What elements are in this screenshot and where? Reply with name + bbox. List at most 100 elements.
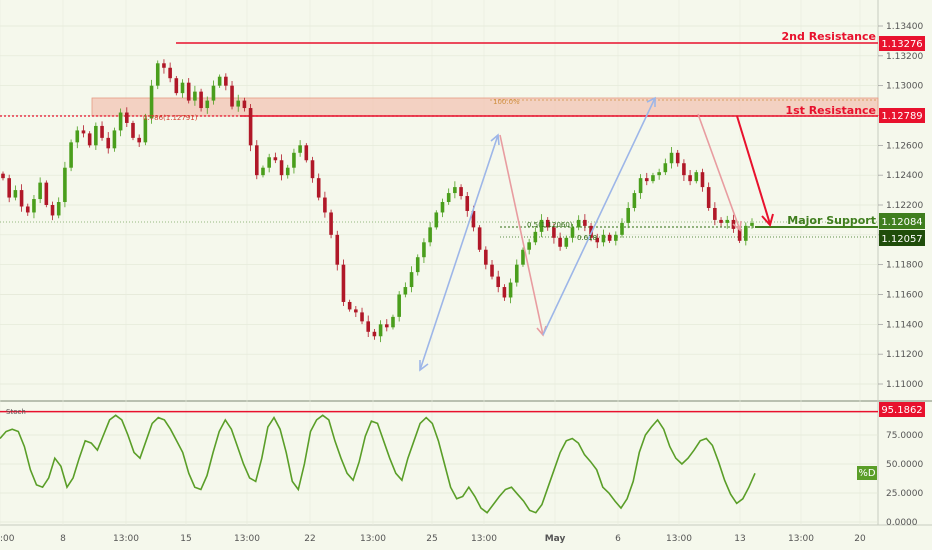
candle-body (632, 193, 637, 208)
candle-body (415, 257, 420, 273)
candle-body (267, 157, 271, 168)
candle-body (663, 163, 668, 173)
time-tick-label: 13:00 (234, 534, 260, 544)
candle-body (583, 219, 587, 226)
stoch-d-line[interactable] (0, 414, 756, 514)
time-tick-label: 13:00 (666, 534, 692, 544)
candle-body (292, 152, 296, 168)
candle-body (688, 175, 692, 182)
candle-body (211, 85, 216, 101)
second-resistance-label: 2nd Resistance (782, 30, 876, 43)
major-support-tag: 1.12084 (879, 213, 925, 229)
major-support-label: Major Support (787, 214, 876, 227)
candle-body (576, 219, 581, 228)
price-tick-label: 1.12600 (886, 141, 923, 151)
candle-body (248, 108, 253, 146)
candle-body (19, 190, 24, 207)
candle-body (644, 178, 649, 182)
candle-body (143, 118, 148, 143)
candle-body (570, 227, 575, 238)
candle-body (174, 78, 179, 94)
candle-body (545, 219, 550, 228)
candle-body (347, 301, 352, 310)
time-tick-label: 13 (734, 534, 745, 544)
candle-body (323, 197, 327, 213)
stoch-label: Stoch (6, 408, 26, 416)
candle-body (38, 182, 42, 200)
candle-body (675, 152, 680, 164)
candle-body (360, 312, 364, 322)
candle-body (558, 237, 562, 247)
price-axis[interactable]: 1.134001.132001.130001.128001.126001.124… (878, 22, 923, 390)
candle-body (56, 202, 61, 216)
candle-body (477, 227, 482, 250)
stoch-tick-label: 0.0000 (886, 518, 918, 528)
stoch-pane[interactable] (0, 402, 878, 525)
candle-body (471, 210, 476, 228)
candle-body (100, 125, 104, 138)
candle-body (1, 173, 5, 179)
fib-786-annotation: 0.786(1.12791) (143, 114, 198, 122)
time-tick-label: 13:00 (788, 534, 814, 544)
candle-body (651, 175, 655, 182)
price-tick-label: 1.11800 (886, 261, 923, 271)
candle-body (261, 167, 265, 176)
blue-arrow-1-head (490, 133, 500, 146)
candle-body (354, 309, 358, 313)
price-tick-label: 1.13400 (886, 22, 923, 32)
blue-arrow-1-tail (419, 360, 429, 372)
blue-arrow-2 (542, 97, 656, 336)
candle-body (434, 212, 439, 228)
candle-body (607, 234, 612, 241)
pink-arrow-2-head (732, 220, 742, 232)
candle-body (601, 234, 606, 243)
candle-body (638, 178, 643, 194)
candle-body (81, 130, 86, 134)
candle-body (521, 249, 525, 265)
candle-body (403, 287, 408, 295)
svg-text:%D: %D (858, 468, 876, 479)
candle-body (750, 222, 754, 226)
candle-body (539, 219, 544, 232)
candle-body (310, 160, 315, 179)
candle-body (391, 316, 395, 328)
candle-body (682, 163, 686, 176)
candle-body (106, 137, 111, 149)
candle-body (428, 227, 432, 243)
time-axis[interactable]: :00 8 13:00 15 13:00 22 13:00 25 13:00 May 6 13:00 1… (0, 534, 866, 544)
candle-body (737, 228, 742, 241)
candlestick-series[interactable] (1, 59, 754, 343)
candle-body (242, 100, 247, 109)
time-tick-label: May (545, 534, 566, 544)
pink-arrow-1 (499, 134, 544, 336)
candle-body (50, 205, 55, 216)
candle-body (372, 331, 377, 337)
candle-body (378, 324, 383, 337)
candle-body (279, 160, 284, 176)
time-tick-label: :00 (0, 534, 15, 544)
candle-body (341, 264, 346, 302)
candle-body (465, 196, 470, 211)
price-pane[interactable] (0, 0, 878, 400)
price-tick-label: 1.12400 (886, 171, 923, 181)
stoch-axis[interactable]: 75.0000 50.0000 25.0000 0.0000 (886, 431, 923, 528)
time-tick-label: 15 (180, 534, 191, 544)
candle-body (366, 321, 371, 332)
candle-body (149, 85, 154, 119)
candle-body (620, 222, 624, 235)
time-tick-label: 13:00 (471, 534, 497, 544)
candle-body (118, 112, 123, 131)
candle-body (409, 272, 414, 288)
blue-arrow-1 (419, 134, 499, 371)
candle-body (316, 178, 321, 198)
pink-arrow-2 (697, 113, 741, 231)
candle-body (230, 85, 234, 107)
time-tick-label: 20 (854, 534, 866, 544)
time-tick-label: 6 (615, 534, 621, 544)
candle-body (422, 242, 426, 258)
candle-body (75, 130, 80, 143)
price-tick-label: 1.13000 (886, 82, 923, 92)
candle-body (63, 167, 67, 203)
stoch-tick-label: 75.0000 (886, 431, 923, 441)
